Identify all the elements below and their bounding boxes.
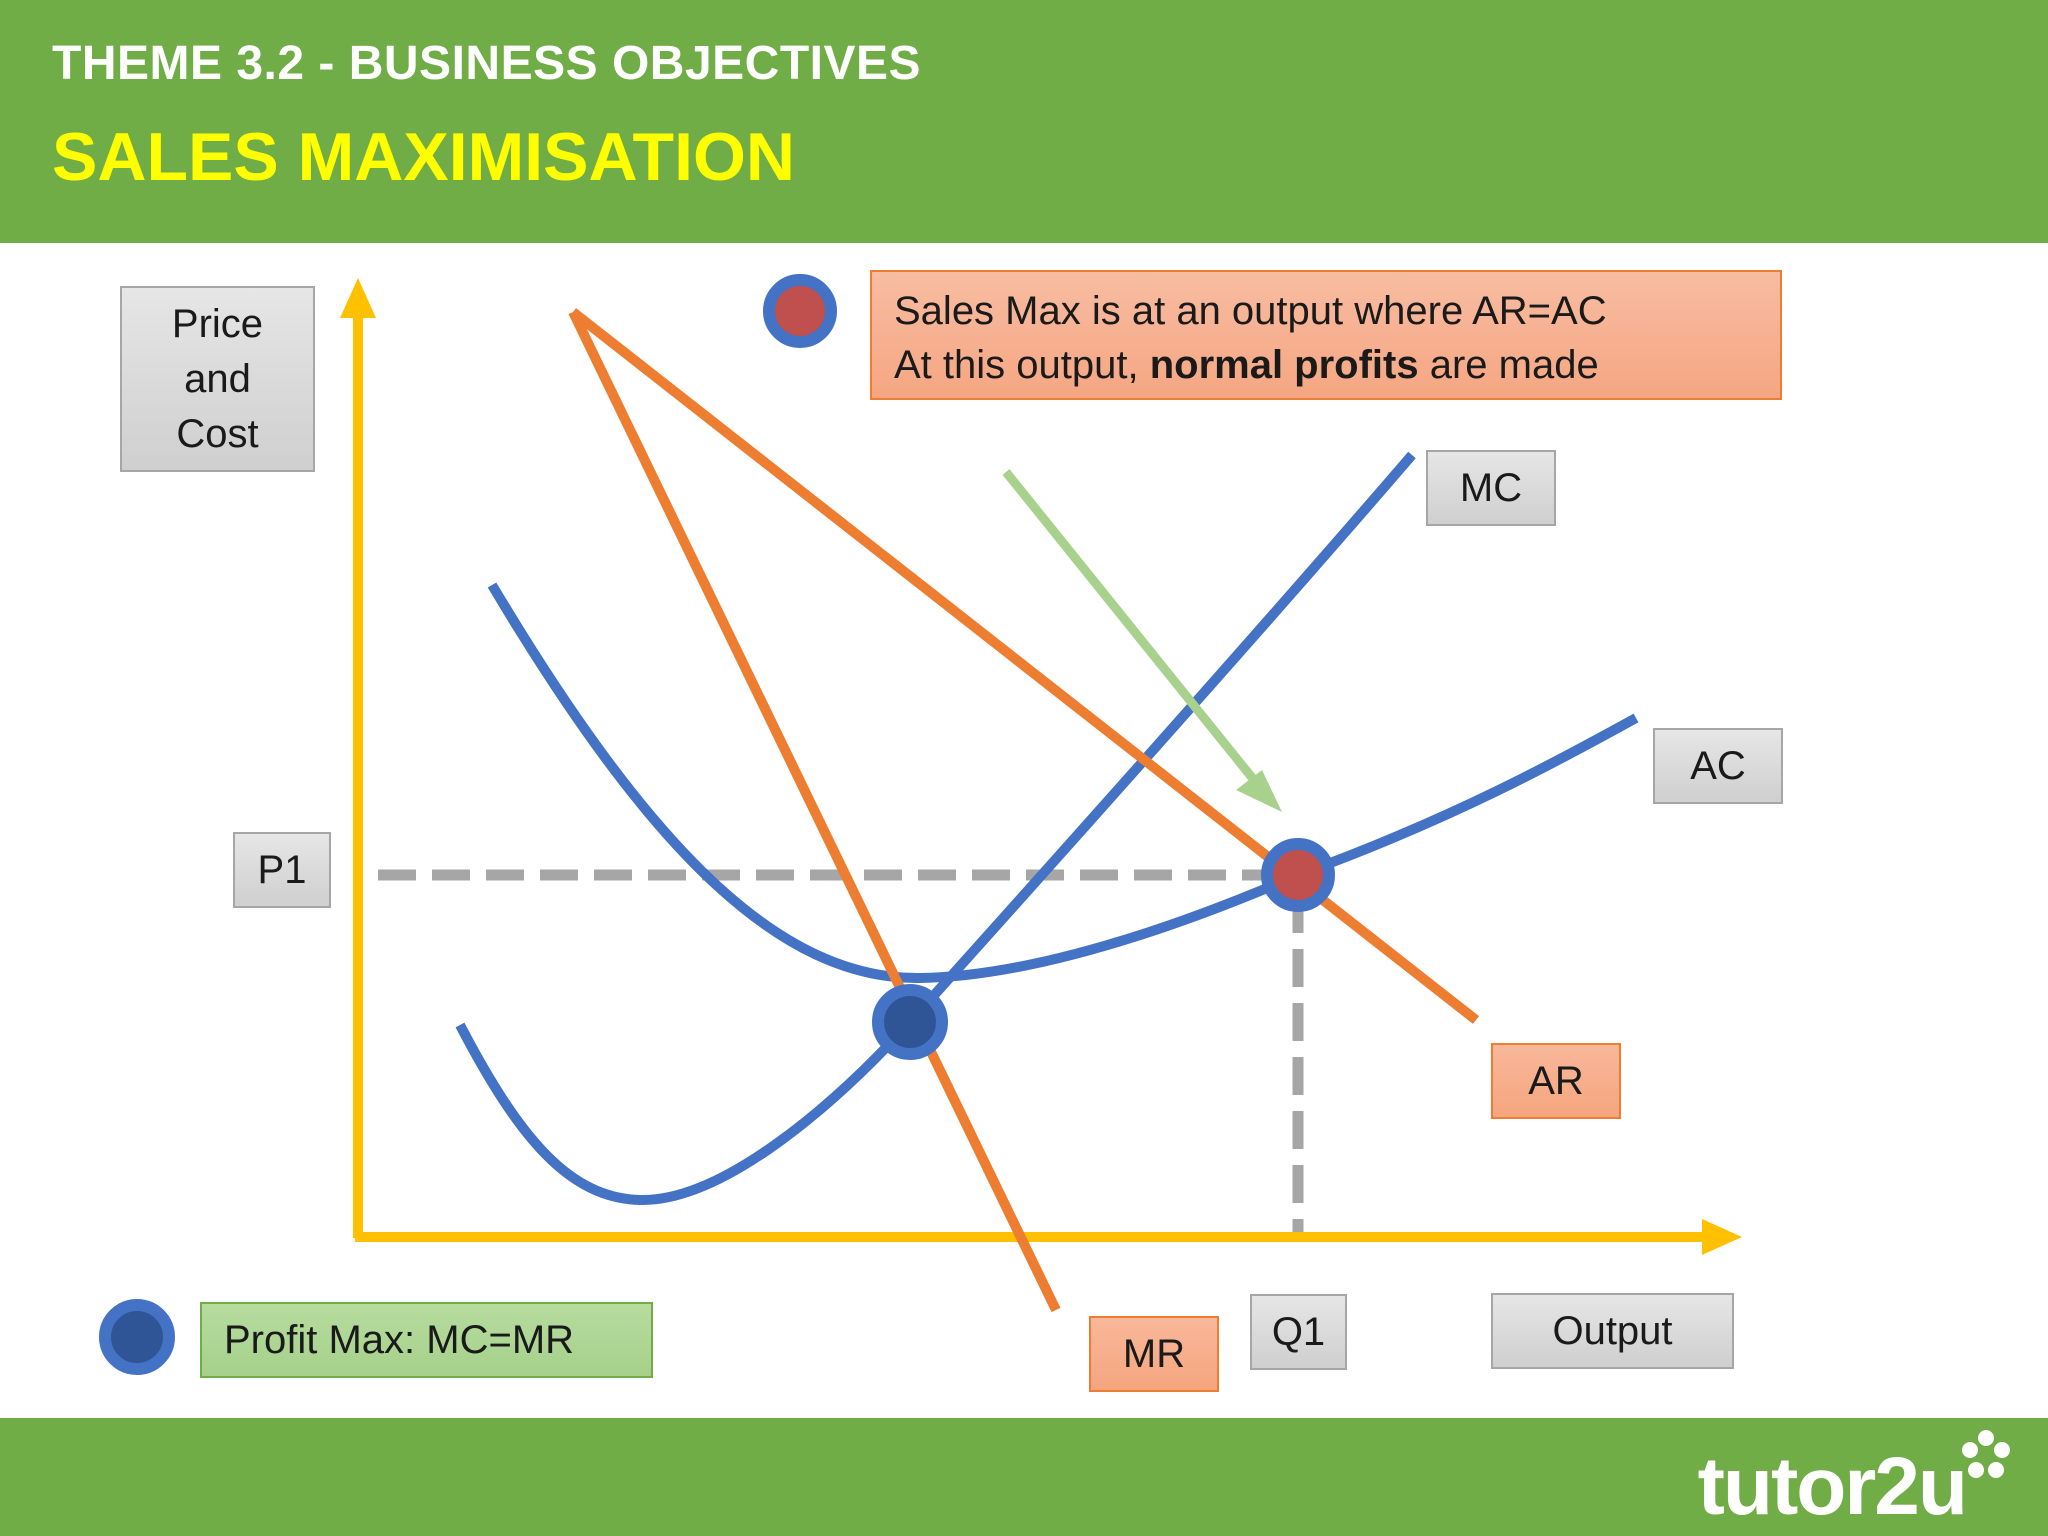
footer-bar bbox=[0, 1418, 2048, 1536]
mc-label: MC bbox=[1426, 450, 1556, 526]
page-title: SALES MAXIMISATION bbox=[52, 119, 795, 195]
ac-label: AC bbox=[1653, 728, 1783, 804]
ac-curve bbox=[487, 582, 1639, 984]
flower-icon bbox=[1962, 1430, 2010, 1478]
sales-max-note-line2: At this output, normal profits are made bbox=[894, 343, 1599, 387]
mc-curve bbox=[455, 451, 1416, 1206]
q1-label: Q1 bbox=[1250, 1294, 1347, 1370]
mr-label: MR bbox=[1089, 1316, 1219, 1392]
y-axis-label: Price and Cost bbox=[120, 286, 315, 472]
y-axis-arrowhead bbox=[340, 278, 376, 318]
theme-heading: THEME 3.2 - BUSINESS OBJECTIVES bbox=[52, 37, 922, 90]
normal-profits-emphasis: normal profits bbox=[1149, 343, 1419, 387]
profit-max-point bbox=[872, 984, 948, 1060]
mr-curve bbox=[568, 309, 1061, 1313]
pointer-arrow-head bbox=[1236, 770, 1282, 812]
ar-curve bbox=[569, 308, 1480, 1024]
x-axis-arrowhead bbox=[1702, 1219, 1742, 1255]
brand-logo: tutor2u bbox=[1697, 1441, 1968, 1532]
p1-label: P1 bbox=[233, 832, 331, 908]
sales-max-point bbox=[1261, 838, 1335, 912]
sales-max-note-line1: Sales Max is at an output where AR=AC bbox=[894, 289, 1607, 333]
profit-max-note: Profit Max: MC=MR bbox=[200, 1302, 653, 1378]
pointer-arrow-shaft bbox=[1002, 469, 1266, 793]
ar-label: AR bbox=[1491, 1043, 1621, 1119]
sales-max-note: Sales Max is at an output where AR=AC At… bbox=[870, 270, 1782, 400]
header-bar: THEME 3.2 - BUSINESS OBJECTIVES SALES MA… bbox=[0, 0, 2048, 243]
profit-max-legend-marker bbox=[99, 1299, 175, 1375]
x-axis-label: Output bbox=[1491, 1293, 1734, 1369]
sales-max-legend-marker bbox=[763, 274, 837, 348]
